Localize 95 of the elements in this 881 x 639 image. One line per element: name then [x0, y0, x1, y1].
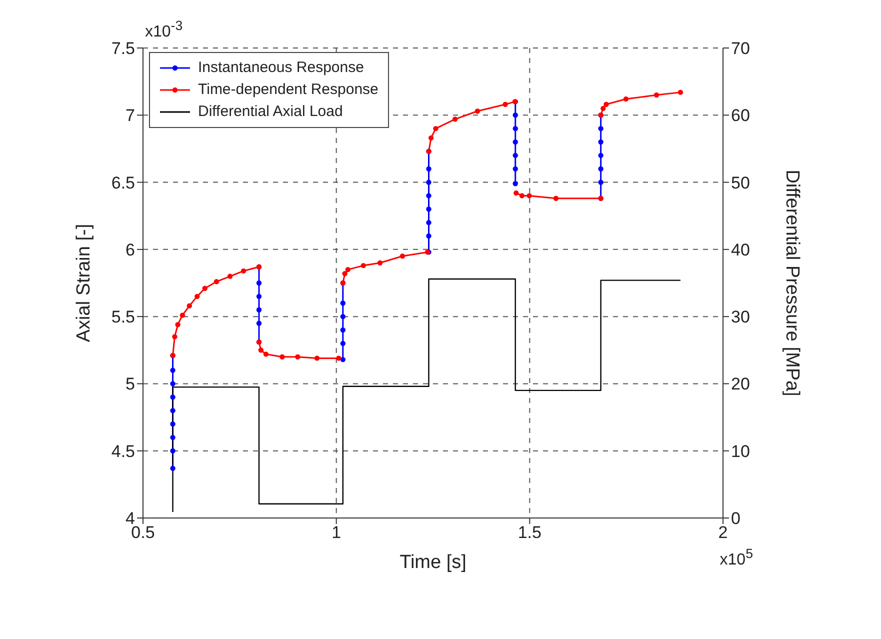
- point: [502, 102, 508, 107]
- x-tick-label: 0.5: [131, 523, 155, 542]
- x-tick-label: 1: [332, 523, 342, 542]
- point: [474, 108, 480, 114]
- text: x10$^{5}$: [720, 546, 753, 570]
- point: [227, 274, 233, 279]
- point: [263, 352, 269, 357]
- x-tick-label: 2: [718, 523, 728, 542]
- point: [360, 262, 366, 268]
- x-axis-title: Time [s]: [400, 552, 466, 573]
- y-tick-label: 4.5: [111, 442, 135, 461]
- point: [654, 92, 660, 98]
- y-tick-label: 6.5: [111, 173, 135, 192]
- legend-label: Instantaneous Response: [198, 58, 364, 78]
- point: [345, 266, 351, 272]
- point: [336, 356, 342, 361]
- point: [172, 334, 178, 340]
- point: [400, 254, 406, 259]
- point: [340, 314, 346, 320]
- point: [598, 139, 604, 145]
- point: [258, 348, 264, 353]
- point: [280, 354, 285, 360]
- y-tick-label: 5: [126, 374, 135, 394]
- point: [512, 126, 518, 132]
- point: [514, 190, 519, 196]
- point: [512, 152, 518, 158]
- y2-tick-label: 50: [731, 173, 750, 192]
- point: [426, 166, 432, 172]
- legend-label: Time-dependent Response: [198, 80, 378, 100]
- y2-tick-label: 60: [731, 106, 750, 126]
- point: [512, 112, 518, 118]
- point: [433, 126, 438, 132]
- point: [553, 196, 559, 201]
- point: [175, 322, 180, 328]
- point: [314, 356, 320, 361]
- point: [340, 300, 346, 306]
- point: [426, 206, 432, 212]
- point: [519, 193, 525, 198]
- y-tick-label: 5.5: [111, 308, 135, 327]
- point: [598, 180, 604, 185]
- point: [678, 90, 684, 95]
- point: [256, 280, 262, 286]
- point: [214, 279, 220, 284]
- point: [170, 421, 176, 427]
- point: [256, 294, 262, 300]
- point: [170, 368, 176, 373]
- point: [342, 271, 348, 276]
- point: [340, 327, 346, 333]
- point: [194, 294, 200, 300]
- point: [426, 193, 432, 198]
- point: [512, 181, 518, 186]
- y2-tick-label: 70: [731, 39, 750, 58]
- point: [598, 166, 604, 172]
- point: [240, 268, 246, 274]
- point: [512, 139, 518, 145]
- point: [604, 102, 609, 107]
- point: [256, 307, 262, 312]
- y2-tick-label: 0: [731, 509, 740, 528]
- point: [170, 434, 176, 440]
- point: [426, 233, 432, 239]
- y2-tick-label: 10: [731, 442, 750, 461]
- y-tick-label: 6: [126, 240, 135, 260]
- point: [180, 312, 186, 318]
- point: [202, 286, 208, 291]
- point: [170, 448, 176, 454]
- point: [512, 166, 518, 172]
- point: [170, 408, 176, 414]
- legend-label: Differential Axial Load: [198, 102, 343, 122]
- point: [170, 381, 176, 386]
- point: [452, 116, 458, 122]
- point: [170, 466, 176, 471]
- point: [600, 106, 606, 112]
- y-tick-label: 7: [126, 106, 135, 126]
- y2-tick-label: 40: [731, 240, 750, 260]
- y2-tick-label: 20: [731, 374, 750, 394]
- point: [598, 126, 604, 132]
- y-tick-label: 7.5: [111, 39, 135, 58]
- point: [170, 394, 176, 400]
- text: x10$^{-3}$: [145, 18, 183, 42]
- point: [340, 356, 346, 362]
- point: [426, 220, 432, 226]
- point: [186, 303, 192, 308]
- point: [426, 180, 432, 185]
- point: [623, 96, 629, 102]
- point: [377, 260, 383, 266]
- point: [598, 152, 604, 158]
- point: [340, 340, 346, 346]
- y2-axis-title: Differential Pressure [MPa]: [781, 170, 802, 396]
- y2-tick-label: 30: [731, 308, 750, 327]
- point: [295, 354, 300, 360]
- y-axis-title: Axial Strain [-]: [74, 224, 95, 342]
- point: [428, 135, 434, 141]
- x-tick-label: 1.5: [518, 523, 542, 542]
- point: [526, 193, 532, 198]
- point: [256, 320, 262, 326]
